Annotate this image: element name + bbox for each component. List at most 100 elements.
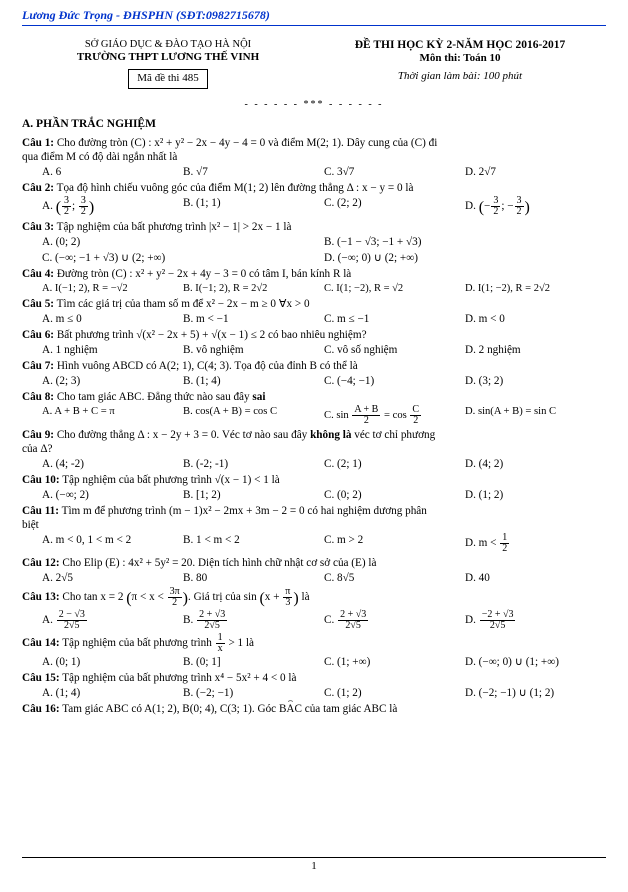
q13-mid2: . Giá trị của sin xyxy=(188,591,259,603)
exam-subject: Môn thi: Toán 10 xyxy=(314,52,606,66)
question-12: Câu 12: Cho Elip (E) : 4x² + 5y² = 20. D… xyxy=(22,556,606,570)
question-1: Câu 1: Cho đường tròn (C) : x² + y² − 2x… xyxy=(22,136,606,164)
dept-line: SỞ GIÁO DỤC & ĐÀO TẠO HÀ NỘI xyxy=(22,38,314,51)
q8-opt-b: B. cos(A + B) = cos C xyxy=(183,405,324,426)
q2-text: Tọa độ hình chiếu vuông góc của điểm M(1… xyxy=(57,182,414,194)
q5-opt-d: D. m < 0 xyxy=(465,312,606,326)
q6-options: A. 1 nghiệm B. vô nghiệm C. vô số nghiệm… xyxy=(42,343,606,357)
q9-text-c: của Δ? xyxy=(22,443,52,455)
q5-opt-a: A. m ≤ 0 xyxy=(42,312,183,326)
q8-opt-d: D. sin(A + B) = sin C xyxy=(465,405,606,426)
q14-pre: Tập nghiệm của bất phương trình xyxy=(62,637,214,649)
q11-label: Câu 11: xyxy=(22,505,59,517)
q14-opt-c: C. (1; +∞) xyxy=(324,655,465,669)
question-15: Câu 15: Tập nghiệm của bất phương trình … xyxy=(22,671,606,685)
q13-opt-c: C. 2 + √32√5 xyxy=(324,610,465,631)
q1-label: Câu 1: xyxy=(22,137,54,149)
q8-text: Cho tam giác ABC. Đẳng thức nào sau đây xyxy=(57,391,253,403)
q4-label: Câu 4: xyxy=(22,268,54,280)
q3-text: Tập nghiệm của bất phương trình |x² − 1|… xyxy=(57,221,292,233)
q4-opt-c: C. I(1; −2), R = √2 xyxy=(324,282,465,295)
q7-opt-a: A. (2; 3) xyxy=(42,374,183,388)
q16-pre: Tam giác ABC có A(1; 2), B(0; 4), C(3; 1… xyxy=(62,703,279,715)
q4-opt-a: A. I(−1; 2), R = −√2 xyxy=(42,282,183,295)
q13-mid1: π < x < xyxy=(132,591,167,603)
q7-text: Hình vuông ABCD có A(2; 1), C(4; 3). Tọa… xyxy=(57,360,358,372)
q11-text-a: Tìm m để phương trình (m − 1)x² − 2mx + … xyxy=(62,505,427,517)
q10-opt-c: C. (0; 2) xyxy=(324,488,465,502)
q2-label: Câu 2: xyxy=(22,182,54,194)
q11-opt-a: A. m < 0, 1 < m < 2 xyxy=(42,533,183,554)
q6-opt-a: A. 1 nghiệm xyxy=(42,343,183,357)
q13-opt-d: D. −2 + √32√5 xyxy=(465,610,606,631)
q4-text: Đường tròn (C) : x² + y² − 2x + 4y − 3 =… xyxy=(57,268,351,280)
q15-opt-c: C. (1; 2) xyxy=(324,686,465,700)
q10-options: A. (−∞; 2) B. [1; 2) C. (0; 2) D. (1; 2) xyxy=(42,488,606,502)
q4-options: A. I(−1; 2), R = −√2 B. I(−1; 2), R = 2√… xyxy=(42,282,606,295)
q3-opt-b: B. (−1 − √3; −1 + √3) xyxy=(324,235,606,249)
page: Lương Đức Trọng - ĐHSPHN (SĐT:0982715678… xyxy=(0,0,628,892)
q3-opt-c: C. (−∞; −1 + √3) ∪ (2; +∞) xyxy=(42,251,324,265)
q4-opt-b: B. I(−1; 2), R = 2√2 xyxy=(183,282,324,295)
q11-opt-d: D. m < 12 xyxy=(465,533,606,554)
q6-label: Câu 6: xyxy=(22,329,54,341)
q10-label: Câu 10: xyxy=(22,474,60,486)
q15-opt-b: B. (−2; −1) xyxy=(183,686,324,700)
q10-opt-b: B. [1; 2) xyxy=(183,488,324,502)
q3-options-row1: A. (0; 2) B. (−1 − √3; −1 + √3) xyxy=(42,235,606,249)
q14-opt-b: B. (0; 1] xyxy=(183,655,324,669)
author-bar: Lương Đức Trọng - ĐHSPHN (SĐT:0982715678… xyxy=(22,8,606,26)
q15-label: Câu 15: xyxy=(22,672,60,684)
q1-opt-d: D. 2√7 xyxy=(465,165,606,179)
question-8: Câu 8: Cho tam giác ABC. Đẳng thức nào s… xyxy=(22,390,606,404)
q13-mid3: x + xyxy=(265,591,283,603)
question-10: Câu 10: Tập nghiệm của bất phương trình … xyxy=(22,473,606,487)
q4-opt-d: D. I(1; −2), R = 2√2 xyxy=(465,282,606,295)
question-16: Câu 16: Tam giác ABC có A(1; 2), B(0; 4)… xyxy=(22,702,606,716)
q1-opt-b: B. √7 xyxy=(183,165,324,179)
q7-opt-d: D. (3; 2) xyxy=(465,374,606,388)
q8-opt-a: A. A + B + C = π xyxy=(42,405,183,426)
header: SỞ GIÁO DỤC & ĐÀO TẠO HÀ NỘI TRƯỜNG THPT… xyxy=(22,38,606,89)
exam-title: ĐỀ THI HỌC KỲ 2-NĂM HỌC 2016-2017 xyxy=(314,38,606,52)
q1-text-a: Cho đường tròn (C) : x² + y² − 2x − 4y −… xyxy=(57,137,438,149)
q14-opt-d: D. (−∞; 0) ∪ (1; +∞) xyxy=(465,655,606,669)
q5-opt-c: C. m ≤ −1 xyxy=(324,312,465,326)
q6-opt-c: C. vô số nghiệm xyxy=(324,343,465,357)
q9-opt-c: C. (2; 1) xyxy=(324,457,465,471)
angle-bac: BAC xyxy=(279,702,302,716)
page-number: 1 xyxy=(311,860,317,872)
q9-text-b: véc tơ chỉ phương xyxy=(351,429,435,441)
exam-duration: Thời gian làm bài: 100 phút xyxy=(314,70,606,84)
q9-text-a: Cho đường thẳng Δ : x − 2y + 3 = 0. Véc … xyxy=(57,429,310,441)
q2-opt-c: C. (2; 2) xyxy=(324,196,465,218)
q12-options: A. 2√5 B. 80 C. 8√5 D. 40 xyxy=(42,571,606,585)
q2-opt-a: A. (32; 32) xyxy=(42,196,183,218)
q7-opt-b: B. (1; 4) xyxy=(183,374,324,388)
q12-text: Cho Elip (E) : 4x² + 5y² = 20. Diện tích… xyxy=(62,557,376,569)
q5-opt-b: B. m < −1 xyxy=(183,312,324,326)
q8-options: A. A + B + C = π B. cos(A + B) = cos C C… xyxy=(42,405,606,426)
q11-d-pre: D. m < xyxy=(465,537,499,549)
q13-opt-a: A. 2 − √32√5 xyxy=(42,610,183,631)
q8-opt-c: C. sin A + B2 = cos C2 xyxy=(324,405,465,426)
q13-post: là xyxy=(299,591,310,603)
q1-options: A. 6 B. √7 C. 3√7 D. 2√7 xyxy=(42,165,606,179)
q8-c-post: = cos xyxy=(381,410,409,421)
question-6: Câu 6: Bất phương trình √(x² − 2x + 5) +… xyxy=(22,328,606,342)
q15-opt-a: A. (1; 4) xyxy=(42,686,183,700)
q13-options: A. 2 − √32√5 B. 2 + √32√5 C. 2 + √32√5 D… xyxy=(42,610,606,631)
q12-opt-a: A. 2√5 xyxy=(42,571,183,585)
q3-options-row2: C. (−∞; −1 + √3) ∪ (2; +∞) D. (−∞; 0) ∪ … xyxy=(42,251,606,265)
q15-text: Tập nghiệm của bất phương trình x⁴ − 5x²… xyxy=(62,672,296,684)
question-7: Câu 7: Hình vuông ABCD có A(2; 1), C(4; … xyxy=(22,359,606,373)
q3-label: Câu 3: xyxy=(22,221,54,233)
q1-opt-a: A. 6 xyxy=(42,165,183,179)
q8-label: Câu 8: xyxy=(22,391,54,403)
q6-opt-b: B. vô nghiệm xyxy=(183,343,324,357)
q8-sai: sai xyxy=(252,391,265,403)
question-13: Câu 13: Cho tan x = 2 (π < x < 3π2). Giá… xyxy=(22,587,606,609)
question-4: Câu 4: Đường tròn (C) : x² + y² − 2x + 4… xyxy=(22,267,606,281)
section-a-title: A. PHẦN TRẮC NGHIỆM xyxy=(22,117,606,131)
q9-opt-b: B. (-2; -1) xyxy=(183,457,324,471)
